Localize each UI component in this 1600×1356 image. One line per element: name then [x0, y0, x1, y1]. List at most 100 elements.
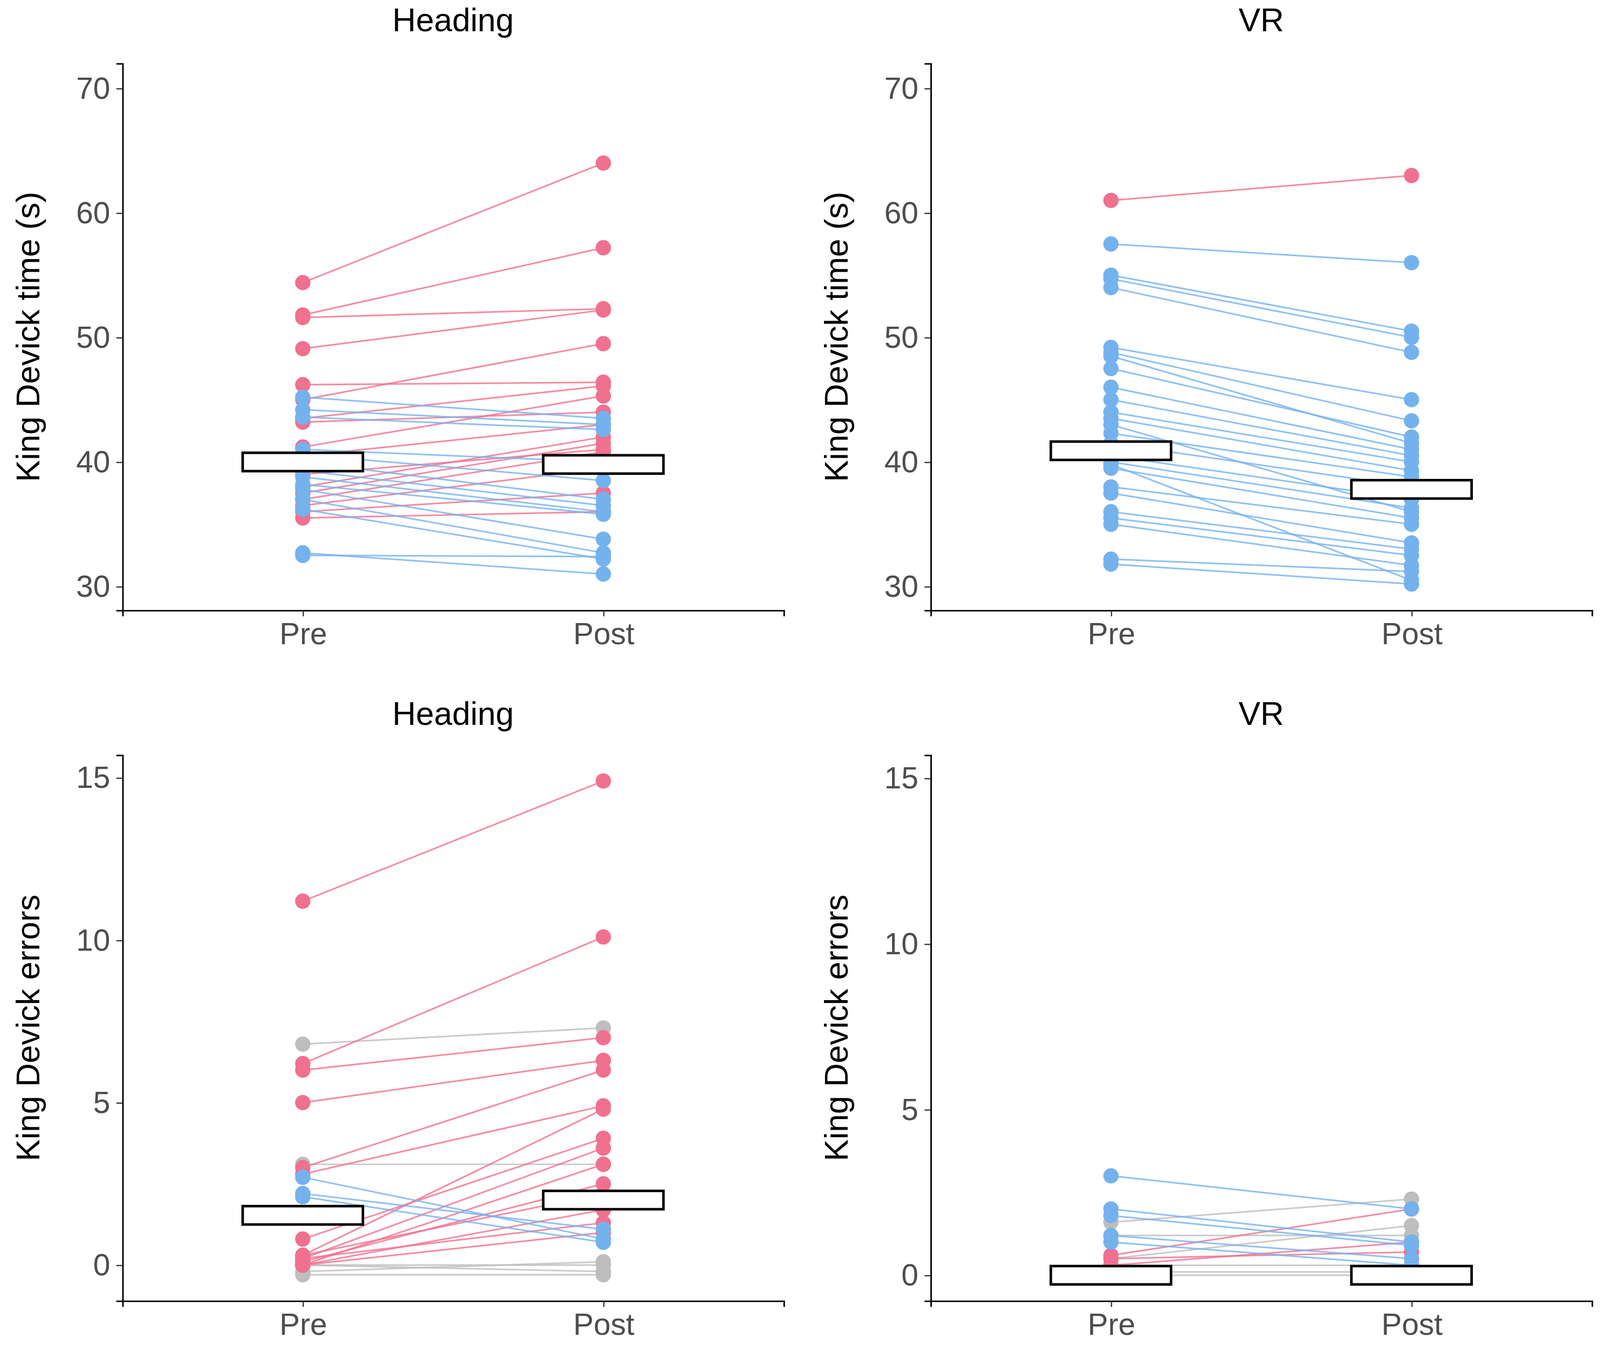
y-tick: 50 — [884, 320, 931, 355]
participant-point — [1403, 255, 1419, 271]
participant-point — [595, 1101, 611, 1117]
participant-point — [595, 929, 611, 945]
participant-line — [1110, 564, 1412, 585]
y-tick: 60 — [76, 195, 123, 230]
participant-point — [294, 1257, 311, 1273]
y-tick: 70 — [884, 71, 931, 106]
x-tick-mark — [1411, 610, 1413, 617]
participant-point — [595, 773, 611, 789]
y-tick: 0 — [93, 1248, 123, 1283]
participant-point — [294, 310, 311, 326]
participant-point — [294, 409, 311, 425]
y-tick-mark — [924, 1275, 931, 1277]
mean-box — [242, 452, 363, 471]
participant-point — [294, 894, 311, 910]
x-axis: Pre Post — [931, 610, 1593, 651]
y-tick-mark — [924, 943, 931, 945]
participant-line — [302, 1232, 604, 1266]
participant-point — [294, 1257, 311, 1273]
y-tick-label: 60 — [76, 195, 111, 230]
participant-point — [1103, 1208, 1119, 1224]
y-tick-label: 40 — [76, 444, 111, 480]
y-tick-mark — [116, 461, 123, 463]
participant-point — [1403, 1218, 1419, 1234]
participant-line — [302, 162, 604, 283]
y-tick: 15 — [884, 760, 931, 796]
participant-line — [302, 1109, 604, 1256]
x-axis-line — [123, 1301, 785, 1308]
participant-line — [302, 1274, 604, 1276]
participant-line — [1110, 1215, 1412, 1246]
participant-point — [1103, 192, 1119, 208]
y-tick-mark — [116, 1102, 123, 1104]
mean-box — [242, 1206, 363, 1225]
participant-point — [595, 506, 611, 522]
participant-line — [302, 382, 604, 385]
y-tick-label: 10 — [884, 926, 919, 962]
x-tick-label: Pre — [1087, 1307, 1136, 1342]
x-tick-label: Post — [1381, 1307, 1443, 1342]
y-tick: 15 — [76, 760, 123, 795]
y-tick-label: 15 — [76, 760, 111, 795]
y-tick: 70 — [76, 71, 123, 106]
x-tick-mark — [1110, 1300, 1112, 1308]
x-axis: PrePost — [123, 1300, 785, 1342]
participant-line — [302, 409, 604, 426]
y-axis-line — [924, 64, 931, 612]
x-tick: Post — [573, 610, 635, 651]
x-tick-label: Post — [573, 616, 635, 651]
participant-line — [1110, 524, 1412, 566]
participant-point — [294, 548, 311, 564]
participant-line — [302, 484, 604, 515]
y-tick: 60 — [884, 195, 931, 230]
y-tick-mark — [924, 461, 931, 463]
x-tick-mark — [1110, 610, 1112, 617]
participant-point — [1103, 236, 1119, 252]
participant-point — [294, 340, 311, 357]
participant-line — [302, 781, 604, 902]
participant-point — [595, 388, 611, 404]
participant-point — [294, 1257, 311, 1273]
participant-point — [1403, 1237, 1419, 1254]
participant-line — [302, 553, 604, 575]
participant-line — [302, 1265, 604, 1273]
participant-point — [595, 155, 611, 171]
participant-line — [1110, 352, 1412, 422]
participant-point — [294, 1189, 311, 1205]
y-tick: 10 — [76, 923, 123, 958]
y-tick: 40 — [884, 444, 931, 480]
participant-point — [1103, 361, 1119, 377]
y-tick-label: 10 — [76, 923, 111, 958]
panel: 051015PrePostHeadingKing Devick errors — [9, 695, 785, 1342]
participant-line — [302, 499, 604, 554]
figure: 3040506070PrePostHeadingKing Devick time… — [0, 0, 1600, 1356]
participant-line — [1110, 1242, 1412, 1266]
y-axis: 051015 — [76, 755, 124, 1302]
participant-point — [1403, 1201, 1419, 1217]
y-tick: 40 — [76, 444, 123, 480]
participant-point — [294, 274, 311, 290]
participant-point — [595, 549, 611, 565]
y-tick-mark — [116, 778, 123, 780]
participant-point — [294, 1257, 311, 1273]
y-tick: 10 — [884, 926, 931, 962]
participant-point — [595, 1030, 611, 1046]
y-tick-label: 30 — [884, 569, 919, 604]
y-tick: 0 — [901, 1258, 931, 1293]
x-tick: Pre — [1087, 610, 1136, 651]
participant-point — [1103, 1251, 1119, 1267]
participant-point — [1103, 1234, 1119, 1251]
participant-point — [1403, 576, 1419, 592]
panel: 051015PrePostVRKing Devick errors — [817, 695, 1593, 1342]
x-tick: Post — [1381, 1300, 1443, 1342]
participant-point — [595, 1157, 611, 1173]
participant-line — [302, 489, 604, 540]
participant-line — [1110, 1209, 1412, 1256]
y-tick-label: 30 — [76, 569, 111, 604]
x-tick: Post — [1381, 610, 1443, 651]
y-tick-mark — [924, 1109, 931, 1111]
participant-point — [595, 472, 611, 489]
participant-point — [1103, 460, 1119, 477]
x-tick: Post — [573, 1300, 635, 1342]
y-tick: 50 — [76, 320, 123, 355]
